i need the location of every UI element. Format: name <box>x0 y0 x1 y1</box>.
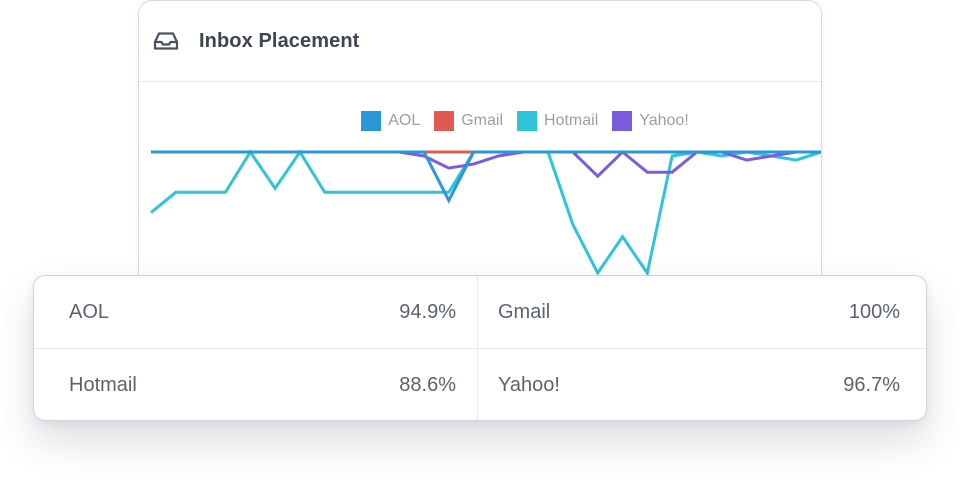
legend-label: Hotmail <box>544 112 599 129</box>
inbox-icon <box>153 30 181 52</box>
summary-label: Gmail <box>498 300 551 323</box>
summary-label: Hotmail <box>69 373 137 396</box>
summary-cell-hotmail: Hotmail 88.6% <box>34 349 478 420</box>
row-divider <box>34 348 926 349</box>
series-line-hotmail <box>150 149 821 277</box>
summary-cell-gmail: Gmail 100% <box>478 276 922 348</box>
line-chart <box>150 149 821 277</box>
column-divider <box>477 276 478 420</box>
summary-value: 88.6% <box>399 373 456 396</box>
legend-item-aol[interactable]: AOL <box>361 111 420 131</box>
inbox-placement-card: Inbox Placement AOL Gmail Hotmail Yahoo! <box>138 0 822 312</box>
summary-table: AOL 94.9% Gmail 100% Hotmail 88.6% Yahoo… <box>33 275 927 421</box>
summary-value: 94.9% <box>399 300 456 323</box>
legend-label: Yahoo! <box>639 112 689 129</box>
legend-swatch <box>361 111 382 131</box>
legend-label: Gmail <box>461 112 504 129</box>
legend-swatch <box>517 111 538 131</box>
legend-item-yahoo[interactable]: Yahoo! <box>612 111 689 131</box>
legend-item-hotmail[interactable]: Hotmail <box>517 111 598 131</box>
summary-value: 96.7% <box>843 373 900 396</box>
legend-swatch <box>434 111 455 131</box>
legend-label: AOL <box>388 112 421 129</box>
summary-value: 100% <box>848 300 900 323</box>
summary-cell-aol: AOL 94.9% <box>34 276 478 348</box>
chart-legend: AOL Gmail Hotmail Yahoo! <box>139 111 821 131</box>
summary-label: Yahoo! <box>498 373 560 396</box>
card-title: Inbox Placement <box>199 29 360 52</box>
series-line-aol <box>151 150 821 204</box>
legend-item-gmail[interactable]: Gmail <box>434 111 503 131</box>
card-header: Inbox Placement <box>139 1 821 82</box>
summary-label: AOL <box>69 300 110 323</box>
summary-cell-yahoo: Yahoo! 96.7% <box>478 349 922 420</box>
legend-swatch <box>612 111 633 131</box>
